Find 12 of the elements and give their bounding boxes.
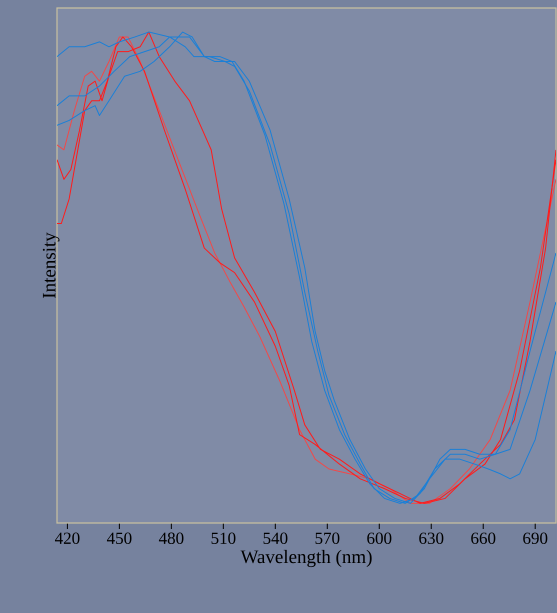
x-tick-label: 660 — [471, 532, 496, 544]
x-tick-label: 570 — [316, 532, 340, 544]
x-tick-label: 600 — [367, 532, 392, 544]
x-tick-label: 690 — [523, 532, 548, 544]
x-tick-label: 510 — [212, 532, 236, 544]
x-axis-title: Wavelength (nm) — [240, 550, 372, 568]
x-tick-label: 480 — [158, 532, 184, 544]
x-tick-label: 630 — [419, 532, 444, 544]
x-tick-label: 540 — [264, 532, 288, 544]
x-tick-label: 450 — [106, 532, 132, 544]
y-axis-title: Intensity — [42, 232, 60, 298]
x-tick-label: 420 — [54, 532, 80, 544]
